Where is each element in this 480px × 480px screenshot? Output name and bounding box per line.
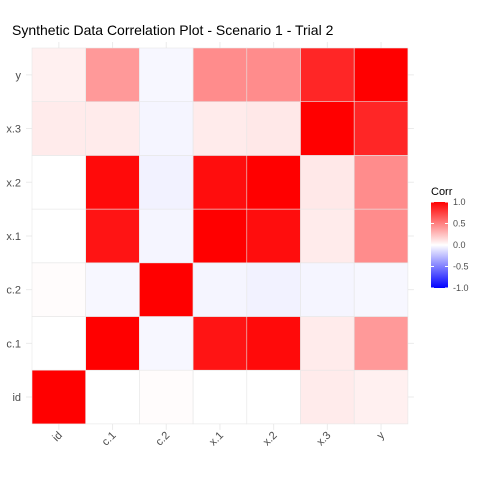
y-tick-label: id (12, 392, 21, 404)
legend-colorbar (431, 202, 448, 288)
heatmap-cell (192, 316, 248, 371)
color-legend: Corr 1.0 0.5 0.0 -0.5 -1.0 (431, 186, 469, 293)
heatmap-cell (246, 262, 301, 317)
y-tick-label: c.1 (6, 338, 21, 350)
heatmap-cell (139, 262, 194, 317)
legend-ticks: 1.0 0.5 0.0 -0.5 -1.0 (431, 197, 469, 293)
heatmap-cells (31, 47, 409, 425)
heatmap-cell (85, 369, 140, 425)
legend-tick-label: -0.5 (453, 262, 469, 272)
heatmap-cell (85, 262, 140, 317)
heatmap-cell (300, 47, 355, 103)
heatmap-cell (31, 47, 87, 103)
heatmap-cell (300, 155, 355, 210)
heatmap-cell (353, 369, 409, 425)
heatmap-cell (300, 316, 355, 371)
legend-tick-label: -1.0 (453, 283, 469, 293)
heatmap-cell (31, 155, 87, 210)
heatmap-cell (139, 47, 194, 103)
heatmap-cell (300, 101, 355, 156)
heatmap-cell (31, 262, 87, 317)
legend-tick-label: 0.0 (453, 240, 466, 250)
heatmap-cell (85, 101, 140, 156)
heatmap-cell (246, 101, 301, 156)
heatmap-cell (139, 155, 194, 210)
heatmap-cell (192, 155, 248, 210)
heatmap-cell (139, 208, 194, 264)
chart-title: Synthetic Data Correlation Plot - Scenar… (12, 22, 334, 38)
heatmap-cell (31, 208, 87, 264)
heatmap-cell (246, 155, 301, 210)
heatmap-cell (300, 208, 355, 264)
heatmap-cell (85, 155, 140, 210)
heatmap-cell (246, 369, 301, 425)
heatmap-cell (85, 208, 140, 264)
y-tick-label: x.3 (6, 124, 21, 136)
heatmap-cell (85, 47, 140, 103)
heatmap-cell (353, 208, 409, 264)
legend-tick-label: 0.5 (453, 219, 466, 229)
heatmap-cell (31, 369, 87, 425)
heatmap-cell (192, 208, 248, 264)
heatmap-cell (246, 208, 301, 264)
legend-title: Corr (431, 186, 453, 198)
legend-tick-label: 1.0 (453, 197, 466, 207)
heatmap-cell (353, 155, 409, 210)
heatmap-cell (246, 47, 301, 103)
heatmap-cell (353, 316, 409, 371)
y-tick-label: x.2 (6, 177, 21, 189)
heatmap-cell (353, 262, 409, 317)
heatmap-cell (139, 316, 194, 371)
heatmap-cell (192, 101, 248, 156)
heatmap-cell (31, 101, 87, 156)
heatmap-cell (192, 47, 248, 103)
heatmap-cell (85, 316, 140, 371)
heatmap-cell (31, 316, 87, 371)
heatmap-cell (300, 262, 355, 317)
heatmap-cell (300, 369, 355, 425)
y-tick-label: x.1 (6, 231, 21, 243)
y-tick-label: c.2 (6, 285, 21, 297)
heatmap-cell (353, 101, 409, 156)
heatmap-cell (246, 316, 301, 371)
heatmap-cell (192, 262, 248, 317)
heatmap-cell (192, 369, 248, 425)
y-axis-tick-labels: id c.1 c.2 x.1 x.2 x.3 y (6, 70, 21, 404)
heatmap-cell (139, 101, 194, 156)
heatmap-cell (139, 369, 194, 425)
heatmap-cell (353, 47, 409, 103)
y-tick-label: y (16, 70, 22, 82)
